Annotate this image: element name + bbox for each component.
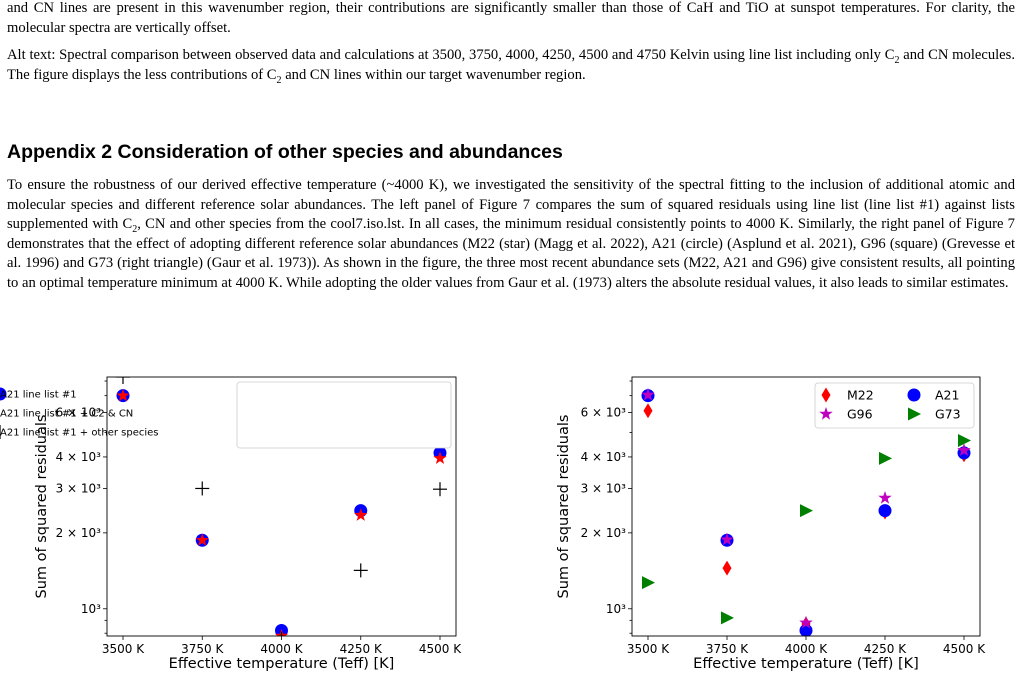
residuals-chart-abundances: 10³ 2 × 10³ 3 × 10³ 4 × 10³ 6 × 10³ 3500 K 375… — [556, 376, 986, 672]
alt-text-part-b: and CN molecules. The figure displays th… — [7, 47, 1015, 83]
alt-text-part-a: Alt text: Spectral comparison between ob… — [7, 47, 895, 63]
x-tick-label: 3750 K — [706, 642, 749, 656]
x-tick-label: 4000 K — [260, 642, 303, 656]
data-point — [280, 631, 283, 636]
data-point — [958, 433, 971, 447]
series-a21-line-list-1-other-species — [116, 377, 447, 636]
legend-marker — [907, 388, 921, 402]
subscript: 2 — [132, 224, 138, 236]
data-point — [721, 611, 734, 625]
body-paragraph: To ensure the robustness of our derived … — [7, 176, 1015, 294]
subscript: 2 — [894, 54, 900, 66]
x-tick-label: 3500 K — [627, 642, 670, 656]
data-point — [799, 624, 813, 636]
data-point — [116, 377, 130, 384]
data-point — [800, 504, 813, 518]
x-tick-label: 4500 K — [419, 642, 462, 656]
x-tick-label: 4500 K — [943, 642, 986, 656]
data-point — [195, 533, 209, 546]
residuals-chart-line-lists: 10³ 2 × 10³ 3 × 10³ 4 × 10³ 6 × 10³ 3500 K 375… — [0, 376, 462, 672]
legend: M22 A21 G96 G73 — [814, 382, 975, 429]
axes-frame — [106, 376, 457, 637]
legend-label: A21 line list #1 + C2 & CN — [0, 409, 133, 420]
legend-label: M22 — [847, 388, 874, 403]
series-m22 — [643, 403, 969, 632]
data-point — [195, 481, 210, 496]
y-tick-label: 6 × 10³ — [56, 406, 102, 420]
alt-text-part-c: and CN lines within our target wavenumbe… — [281, 66, 586, 83]
plot-area — [641, 387, 971, 636]
y-tick-label: 2 × 10³ — [56, 526, 102, 540]
series-g96 — [641, 387, 971, 629]
data-point — [354, 508, 368, 521]
data-point — [878, 504, 892, 518]
legend-label: A21 line list #1 + other species — [0, 428, 158, 439]
y-tick-label: 4 × 10³ — [581, 450, 627, 464]
x-axis-label: Effective temperature (Teff) [K] — [169, 656, 395, 672]
caption-text-span: and CN lines are present in this wavenum… — [7, 0, 1015, 36]
subscript: 2 — [276, 74, 282, 86]
data-point — [116, 388, 130, 402]
data-point — [720, 532, 734, 546]
x-tick-label: 3500 K — [102, 642, 145, 656]
legend-label: A21 line list #1 — [0, 390, 77, 401]
data-point — [433, 451, 447, 464]
data-point — [957, 443, 971, 456]
legend-marker — [908, 407, 921, 421]
y-axis-label: Sum of squared residuals — [556, 415, 572, 599]
data-point — [433, 482, 447, 497]
axes-frame — [631, 376, 981, 637]
data-point — [353, 563, 368, 578]
legend-marker — [821, 387, 831, 403]
data-point — [879, 451, 892, 465]
legend-marker — [0, 387, 7, 401]
data-point — [641, 387, 655, 401]
legend-label: G96 — [847, 407, 873, 422]
y-tick-label: 3 × 10³ — [581, 481, 627, 495]
data-point — [722, 560, 732, 576]
legend-box — [236, 381, 452, 449]
figure-right: 10³ 2 × 10³ 3 × 10³ 4 × 10³ 6 × 10³ 3500 K 375… — [522, 368, 1022, 680]
plot-area — [116, 377, 447, 636]
y-tick-label: 6 × 10³ — [581, 406, 627, 420]
data-point — [643, 403, 653, 419]
legend-marker — [819, 407, 833, 420]
body-text-part-b: , CN and other species from the cool7.is… — [7, 216, 1015, 291]
y-tick-label: 2 × 10³ — [581, 526, 627, 540]
y-tick-label: 3 × 10³ — [56, 481, 102, 495]
data-point — [799, 615, 813, 629]
y-axis-label: Sum of squared residuals — [34, 415, 50, 599]
x-tick-label: 3750 K — [181, 642, 224, 656]
legend-label: A21 — [935, 388, 959, 403]
legend-box — [814, 382, 975, 429]
data-point — [878, 491, 892, 504]
y-tick-label: 10³ — [606, 602, 626, 616]
section-heading: Appendix 2 Consideration of other specie… — [7, 141, 563, 163]
legend: A21 line list #1 A21 line list #1 + C2 & … — [0, 381, 452, 449]
x-tick-label: 4000 K — [785, 642, 828, 656]
x-tick-label: 4250 K — [864, 642, 907, 656]
x-tick-label: 4250 K — [340, 642, 383, 656]
y-tick-label: 4 × 10³ — [56, 450, 102, 464]
alt-text-paragraph: Alt text: Spectral comparison between ob… — [7, 46, 1015, 85]
series-g73 — [642, 433, 971, 625]
body-text-part-a: To ensure the robustness of our derived … — [7, 177, 1015, 233]
figure-left: 10³ 2 × 10³ 3 × 10³ 4 × 10³ 6 × 10³ 3500 K 375… — [0, 368, 470, 680]
data-point — [642, 576, 655, 590]
x-axis-label: Effective temperature (Teff) [K] — [693, 656, 919, 672]
legend-label: G73 — [935, 407, 961, 422]
y-tick-label: 10³ — [81, 602, 101, 616]
caption-text: and CN lines are present in this wavenum… — [7, 0, 1015, 38]
